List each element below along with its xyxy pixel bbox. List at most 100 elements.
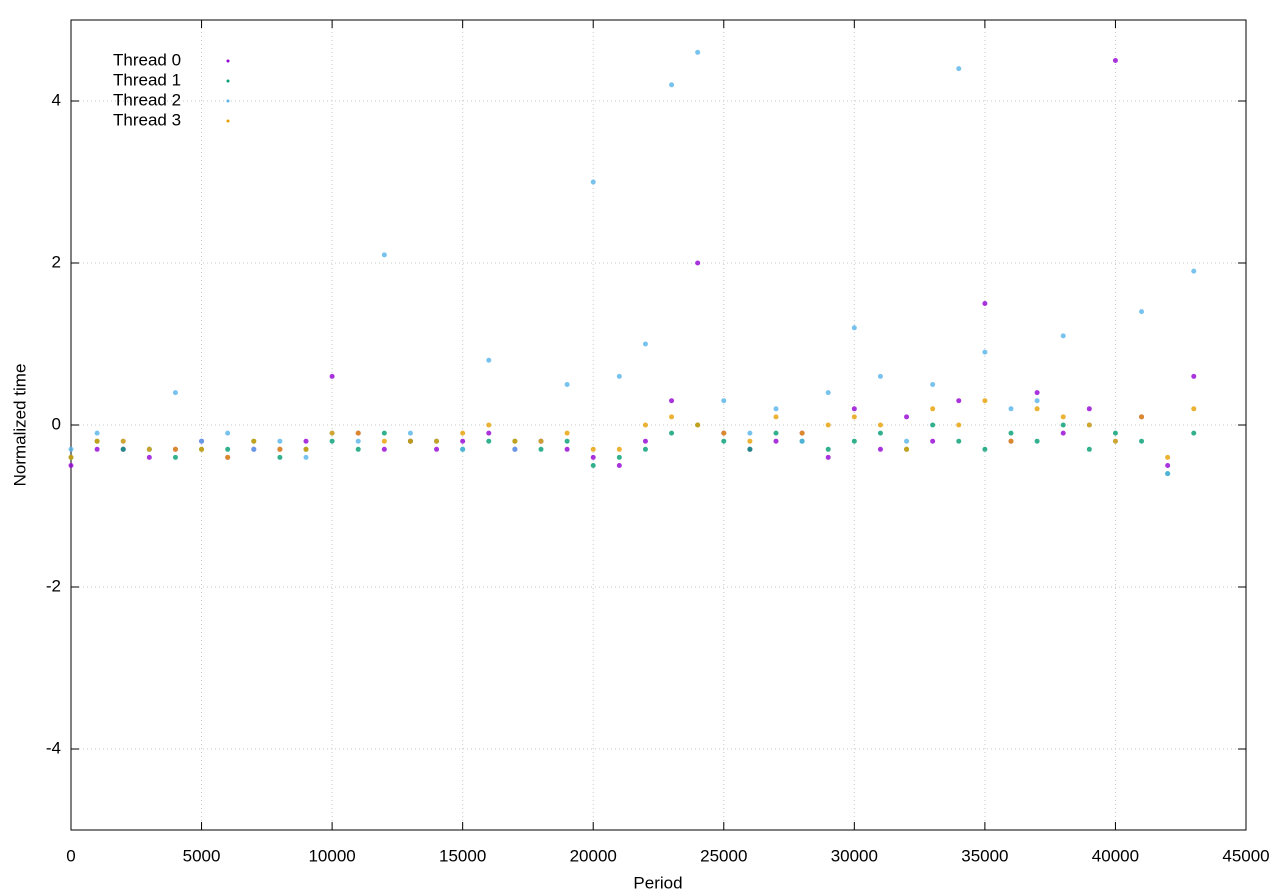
legend-marker	[226, 59, 230, 63]
point	[329, 430, 335, 436]
point	[825, 454, 831, 460]
point	[877, 446, 883, 452]
point	[172, 454, 178, 460]
point	[303, 446, 309, 452]
point	[616, 463, 622, 468]
point	[564, 430, 570, 436]
point	[381, 430, 387, 436]
point	[1034, 438, 1040, 444]
x-tick-label: 10000	[308, 846, 355, 865]
point	[747, 446, 753, 452]
point	[1086, 406, 1092, 412]
point	[799, 430, 805, 436]
legend-label: Thread 2	[113, 90, 181, 109]
point	[564, 438, 570, 444]
point	[956, 422, 962, 428]
point	[930, 438, 936, 444]
point	[773, 430, 779, 436]
point	[381, 438, 387, 444]
point	[407, 430, 413, 436]
y-tick-label: 0	[52, 414, 61, 433]
point	[225, 454, 231, 460]
point	[642, 438, 648, 444]
point	[94, 438, 100, 444]
point	[616, 446, 622, 452]
x-tick-label: 5000	[183, 846, 221, 865]
point	[1060, 422, 1066, 428]
legend-label: Thread 3	[113, 110, 181, 129]
point	[1112, 430, 1118, 436]
point	[877, 373, 883, 379]
point	[825, 390, 831, 396]
point	[695, 260, 701, 266]
point	[616, 454, 622, 460]
point	[486, 357, 492, 363]
point	[877, 430, 883, 436]
point	[904, 446, 910, 452]
point	[1086, 446, 1092, 452]
point	[1139, 438, 1145, 444]
point	[799, 438, 805, 444]
point	[434, 446, 440, 452]
point	[982, 349, 988, 355]
point	[642, 446, 648, 452]
point	[1191, 430, 1197, 436]
point	[956, 398, 962, 404]
point	[460, 446, 466, 452]
point	[329, 373, 335, 379]
point	[486, 430, 492, 436]
point	[172, 446, 178, 452]
point	[68, 463, 74, 468]
point	[669, 82, 675, 88]
point	[68, 446, 74, 452]
point	[747, 438, 753, 444]
point	[564, 446, 570, 452]
point	[381, 252, 387, 258]
point	[355, 446, 361, 452]
plot-frame	[70, 19, 1247, 831]
point	[930, 422, 936, 428]
point	[669, 398, 675, 404]
point	[669, 430, 675, 436]
point	[930, 382, 936, 387]
y-tick-label: 4	[52, 90, 61, 109]
point	[773, 414, 779, 420]
point	[329, 438, 335, 444]
point	[825, 422, 831, 428]
point	[460, 438, 466, 444]
point	[1165, 463, 1171, 468]
point	[277, 454, 283, 460]
point	[512, 438, 518, 444]
point	[1034, 398, 1040, 404]
point	[277, 438, 283, 444]
point	[486, 438, 492, 444]
point	[460, 430, 466, 436]
point	[590, 179, 596, 185]
point	[355, 438, 361, 444]
point	[851, 325, 857, 331]
point	[434, 438, 440, 444]
x-tick-label: 40000	[1092, 846, 1139, 865]
point	[1060, 414, 1066, 420]
point	[851, 414, 857, 420]
point	[773, 406, 779, 412]
point	[199, 446, 205, 452]
x-tick-label: 0	[66, 846, 75, 865]
x-tick-label: 35000	[961, 846, 1008, 865]
point	[773, 438, 779, 444]
point	[982, 398, 988, 404]
point	[538, 446, 544, 452]
point	[1060, 430, 1066, 436]
point	[355, 430, 361, 436]
point	[94, 430, 100, 436]
point	[251, 446, 257, 452]
point	[721, 430, 727, 436]
point	[1139, 309, 1145, 315]
x-tick-label: 45000	[1222, 846, 1269, 865]
point	[904, 438, 910, 444]
y-tick-label: 2	[52, 252, 61, 271]
point	[1034, 390, 1040, 396]
point	[1060, 333, 1066, 339]
point	[590, 454, 596, 460]
point	[616, 373, 622, 379]
